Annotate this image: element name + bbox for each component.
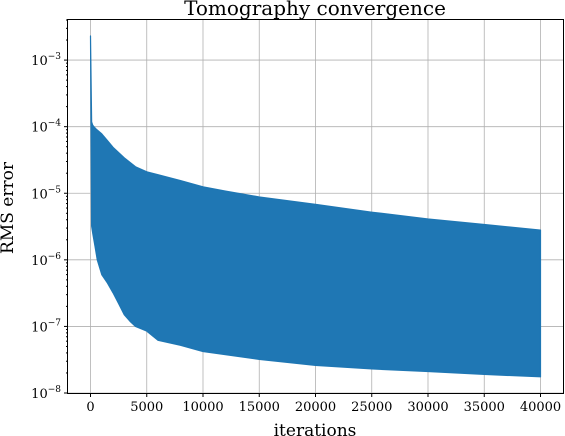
series-band	[89, 35, 542, 378]
x-tick-label: 5000	[130, 400, 163, 415]
x-tick-label: 20000	[295, 400, 336, 415]
y-tick-label: 10−4	[31, 119, 61, 136]
chart-title: Tomography convergence	[184, 0, 446, 20]
y-tick-label: 10−3	[31, 52, 61, 69]
y-tick-label: 10−7	[31, 318, 61, 335]
y-tick-label: 10−6	[31, 252, 61, 269]
x-tick-label: 30000	[407, 400, 448, 415]
y-tick-label: 10−5	[31, 185, 61, 202]
x-tick-label: 35000	[464, 400, 505, 415]
x-tick-label: 0	[86, 400, 94, 415]
y-axis-label: RMS error	[0, 161, 18, 254]
y-tick-label: 10−8	[31, 385, 61, 402]
x-axis-label: iterations	[274, 421, 357, 436]
x-tick-label: 25000	[351, 400, 392, 415]
x-tick-label: 40000	[520, 400, 561, 415]
x-tick-label: 10000	[182, 400, 223, 415]
x-axis-ticks: 0 5000 10000 15000 20000 25000 30000 35000 40000	[86, 393, 561, 415]
x-tick-label: 15000	[239, 400, 280, 415]
plot-area	[89, 35, 542, 378]
y-axis-ticks: 10−8 10−7 10−6 10−5 10−4 10−3	[31, 19, 68, 402]
